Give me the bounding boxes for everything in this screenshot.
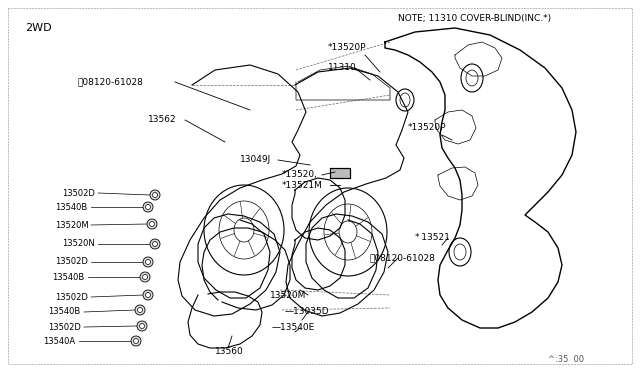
Text: 13520M: 13520M <box>270 291 307 299</box>
Ellipse shape <box>140 324 145 328</box>
Text: 13520N: 13520N <box>62 240 95 248</box>
Ellipse shape <box>150 190 160 200</box>
Text: 13502D: 13502D <box>62 189 95 198</box>
Text: 13049J: 13049J <box>240 155 271 164</box>
Text: Ⓑ08120-61028: Ⓑ08120-61028 <box>370 253 436 263</box>
Text: 13540B: 13540B <box>48 308 80 317</box>
Ellipse shape <box>140 272 150 282</box>
Text: *13521M: *13521M <box>282 180 323 189</box>
Text: * 13521: * 13521 <box>415 234 450 243</box>
Ellipse shape <box>150 239 160 249</box>
Ellipse shape <box>150 221 154 227</box>
Text: 13520M: 13520M <box>55 221 88 230</box>
Text: 13562: 13562 <box>148 115 177 125</box>
Text: —13035D: —13035D <box>285 308 330 317</box>
Text: 2WD: 2WD <box>25 23 52 33</box>
Ellipse shape <box>152 192 157 198</box>
Ellipse shape <box>145 260 150 264</box>
Text: 11310: 11310 <box>328 64 356 73</box>
Ellipse shape <box>143 257 153 267</box>
Text: *13520P: *13520P <box>408 124 447 132</box>
Ellipse shape <box>143 290 153 300</box>
Ellipse shape <box>138 308 143 312</box>
Text: 13502D: 13502D <box>48 323 81 331</box>
Ellipse shape <box>145 292 150 298</box>
Ellipse shape <box>134 339 138 343</box>
Text: 13540B: 13540B <box>52 273 84 282</box>
Ellipse shape <box>147 219 157 229</box>
Text: Ⓑ08120-61028: Ⓑ08120-61028 <box>78 77 144 87</box>
Text: 13540B: 13540B <box>55 202 87 212</box>
Ellipse shape <box>145 205 150 209</box>
Text: 13560: 13560 <box>215 347 244 356</box>
Ellipse shape <box>143 275 147 279</box>
Ellipse shape <box>131 336 141 346</box>
Text: 13502D: 13502D <box>55 257 88 266</box>
Bar <box>330 168 350 178</box>
Ellipse shape <box>143 202 153 212</box>
Ellipse shape <box>152 241 157 247</box>
Text: 13540A: 13540A <box>43 337 75 346</box>
Text: —13540E: —13540E <box>272 324 316 333</box>
Ellipse shape <box>137 321 147 331</box>
Text: ^:35  00: ^:35 00 <box>548 356 584 365</box>
Text: *13520P: *13520P <box>328 44 367 52</box>
Text: NOTE; 11310 COVER-BLIND(INC.*): NOTE; 11310 COVER-BLIND(INC.*) <box>398 13 551 22</box>
Text: 13502D: 13502D <box>55 292 88 301</box>
Text: *13520,: *13520, <box>282 170 318 180</box>
Ellipse shape <box>135 305 145 315</box>
